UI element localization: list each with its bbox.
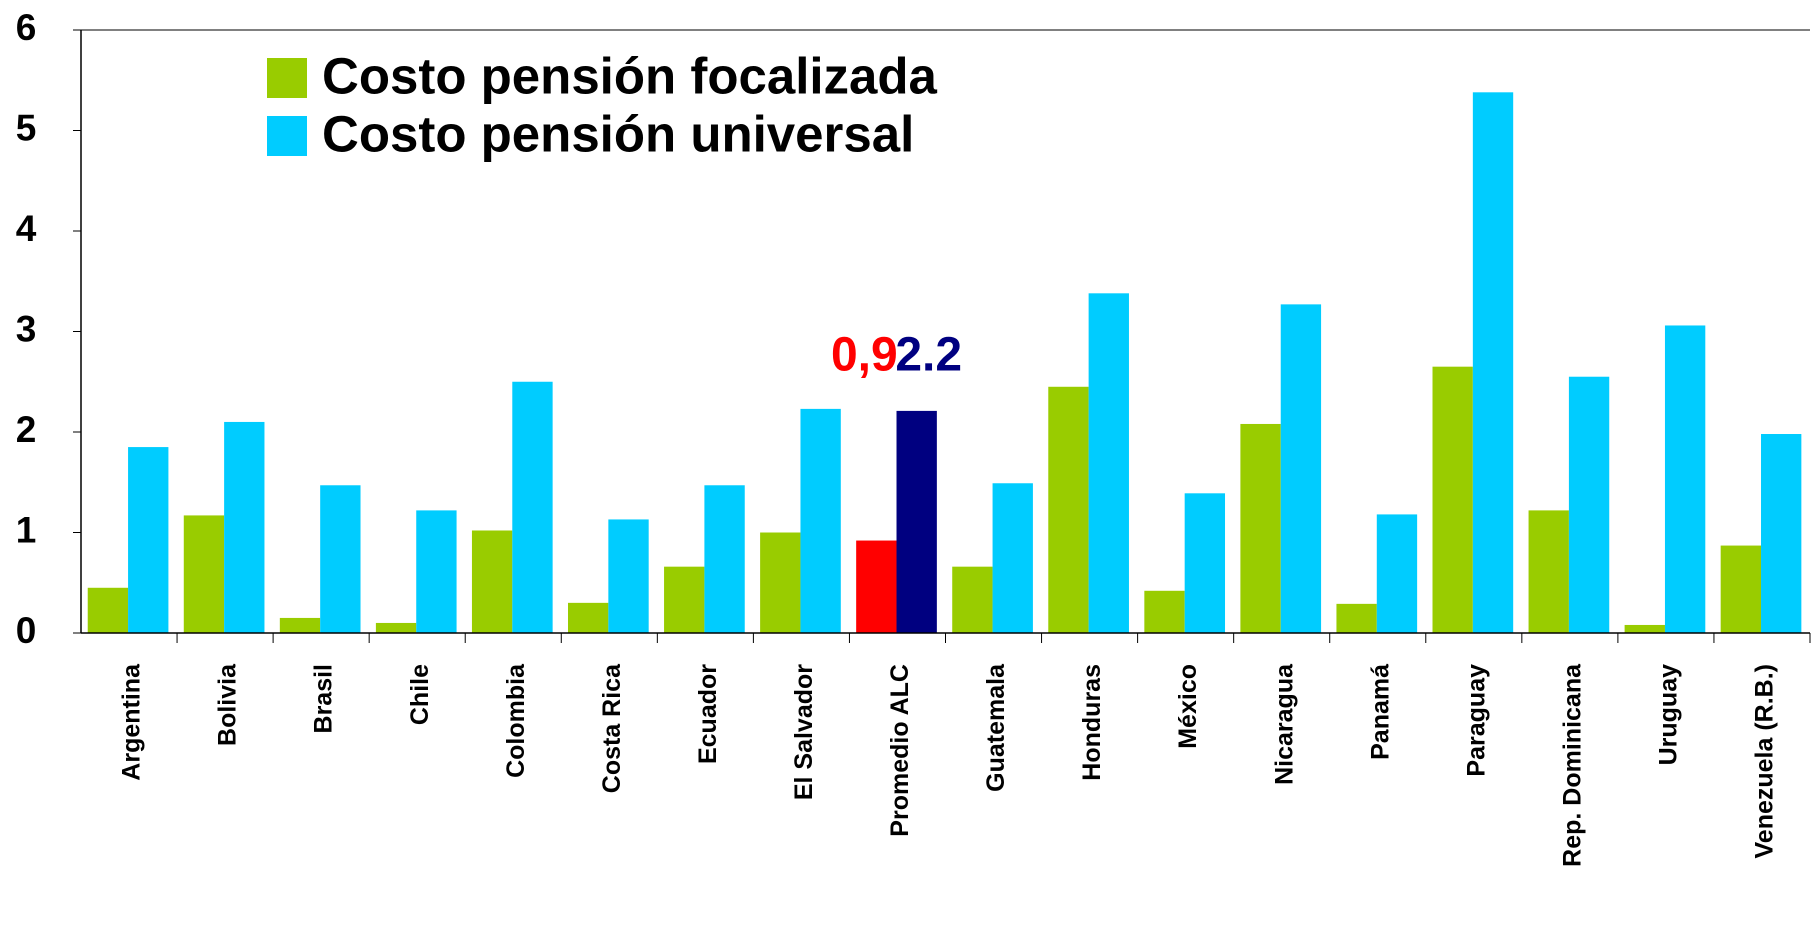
x-tick-label: El Salvador [790,664,818,800]
bar [471,530,513,633]
x-tick-label: Costa Rica [598,663,626,793]
bar [568,602,609,633]
bar [1184,493,1226,633]
x-tick-label: Venezuela (R.B.) [1751,664,1779,859]
bar [1048,386,1089,633]
bar [375,622,417,633]
x-tick-label: Bolivia [214,663,242,746]
legend-swatch [267,116,307,156]
bar [1376,514,1418,633]
bar [183,515,225,633]
bar [1761,434,1802,633]
annotation: 2.2 [895,329,962,382]
x-tick-label: Argentina [118,663,146,781]
bar [664,566,705,633]
bar [608,519,649,633]
x-tick-label: Uruguay [1655,664,1683,766]
y-tick-label: 0 [16,610,37,651]
y-tick-label: 2 [16,409,37,450]
bar [1432,366,1473,633]
bar [952,566,993,633]
bar [1280,304,1322,633]
bar [896,410,937,633]
y-tick-label: 6 [16,7,37,48]
x-tick-label: Rep. Dominicana [1558,663,1586,867]
bar [1568,376,1610,633]
x-tick-label: México [1174,664,1202,749]
y-tick-label: 4 [16,208,37,249]
legend-label: Costo pensión focalizada [322,47,938,104]
bar [128,447,169,633]
x-tick-label: Promedio ALC [886,664,914,837]
bar [279,617,321,633]
bar [704,485,745,633]
x-tick-label: Honduras [1078,664,1106,781]
bar [224,421,265,633]
bar [800,408,841,633]
bar [1720,545,1762,633]
x-tick-label: Paraguay [1462,664,1490,777]
bar [1624,624,1665,633]
bar [992,483,1033,633]
x-tick-label: Ecuador [694,664,722,764]
bar [416,510,457,633]
bar [1528,510,1569,633]
bar [87,587,129,633]
bar [1336,603,1377,633]
bar [856,540,897,633]
y-tick-label: 1 [16,509,37,550]
bar [512,381,553,633]
bar [1240,423,1281,633]
x-tick-label: Nicaragua [1270,663,1298,785]
annotation: 0,9 [831,329,898,382]
legend-swatch [267,58,307,98]
x-tick-label: Colombia [502,663,530,778]
bar [1144,590,1185,633]
y-tick-label: 5 [16,107,37,148]
bar [1472,92,1514,633]
x-tick-label: Brasil [310,664,338,733]
bar [1088,293,1129,633]
legend-label: Costo pensión universal [322,105,914,162]
x-tick-label: Chile [406,664,434,725]
x-tick-label: Panamá [1366,664,1394,760]
bar [320,485,361,633]
bar [760,532,801,633]
x-tick-label: Guatemala [982,663,1010,792]
y-tick-label: 3 [16,308,37,349]
bar [1664,325,1706,633]
